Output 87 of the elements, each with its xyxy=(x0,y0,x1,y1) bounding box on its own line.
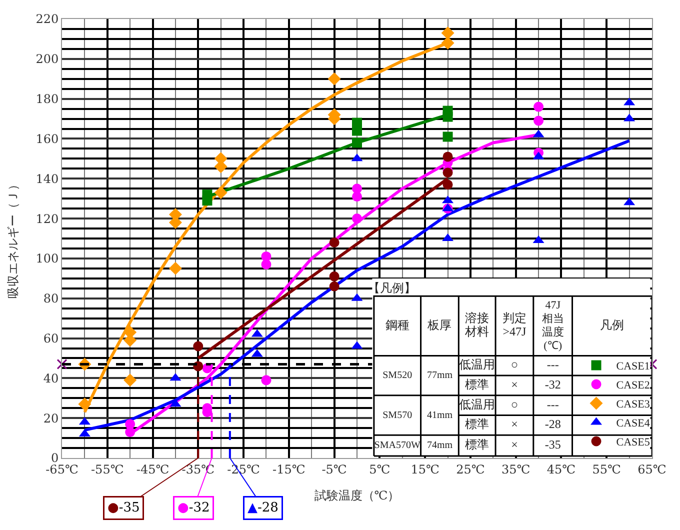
annotation: 溶接 xyxy=(465,311,490,326)
point xyxy=(352,138,362,148)
y-tick-label: 180 xyxy=(36,92,59,106)
x-tick-label: 15℃ xyxy=(410,462,440,476)
x-tick-label: 35℃ xyxy=(502,462,530,476)
annotation: 41mm xyxy=(426,410,453,421)
y-tick-label: 20 xyxy=(43,411,59,426)
point xyxy=(329,281,340,292)
point xyxy=(168,262,182,275)
annotation: × xyxy=(511,417,518,432)
x-tick-label: 45℃ xyxy=(546,462,576,476)
point xyxy=(56,358,68,370)
y-tick-label: 160 xyxy=(36,132,59,146)
x-tick-label: -45℃ xyxy=(136,462,170,476)
point xyxy=(442,152,453,162)
y-tick-label: 40 xyxy=(43,371,59,386)
annotation: 板厚 xyxy=(426,318,452,332)
point xyxy=(441,36,454,50)
point xyxy=(352,192,362,202)
annotation: 【凡例】 xyxy=(368,280,416,295)
y-tick-label: 200 xyxy=(36,52,59,66)
x-tick-label: 5℃ xyxy=(369,462,390,476)
point xyxy=(442,180,453,190)
point xyxy=(125,427,136,438)
y-tick-label: 60 xyxy=(43,331,59,346)
annotation: -35 xyxy=(544,438,561,452)
annotation: 相当 xyxy=(542,312,564,325)
annotation: 標準 xyxy=(465,438,490,452)
point xyxy=(534,102,544,112)
point xyxy=(214,186,228,200)
annotation: 標準 xyxy=(465,378,490,392)
point xyxy=(202,196,212,206)
ref-line-label: ●-32 xyxy=(178,500,210,516)
y-tick-label: 140 xyxy=(36,172,59,186)
point xyxy=(534,116,544,126)
legend-label: CASE4 xyxy=(616,418,650,430)
x-tick-label: 25℃ xyxy=(456,462,485,476)
y-tick-label: 120 xyxy=(36,212,59,226)
annotation: 判定 xyxy=(502,311,526,326)
annotation: 74mm xyxy=(426,440,453,452)
point xyxy=(261,259,272,270)
annotation: × xyxy=(511,438,518,452)
x-tick-label: -55℃ xyxy=(91,462,124,476)
annotation: --- xyxy=(546,397,559,412)
y-tick-label: 80 xyxy=(43,292,59,306)
annotation: -32 xyxy=(544,378,561,392)
annotation: SM520 xyxy=(382,370,412,382)
annotation: SM570 xyxy=(382,410,412,421)
legend-label: CASE5 xyxy=(616,436,650,449)
legend-label: CASE2 xyxy=(616,380,650,392)
point xyxy=(261,375,272,386)
point xyxy=(441,26,454,40)
annotation: (℃) xyxy=(544,340,562,352)
annotation: 標準 xyxy=(465,417,490,432)
x-tick-label: -15℃ xyxy=(272,462,306,476)
annotation: 温度 xyxy=(542,325,564,338)
point xyxy=(352,214,362,224)
annotation: --- xyxy=(546,358,559,372)
annotation: 鋼種 xyxy=(385,318,410,332)
annotation: 材料 xyxy=(464,324,490,339)
point xyxy=(442,112,453,122)
y-tick-label: 220 xyxy=(36,12,59,26)
y-tick-label: 100 xyxy=(36,252,59,266)
annotation: ○ xyxy=(510,397,518,412)
ref-line-label: ▲-28 xyxy=(248,500,278,516)
point xyxy=(124,374,137,387)
x-tick-label: 65℃ xyxy=(638,462,666,476)
point xyxy=(328,72,341,86)
ref-line-label: ●-35 xyxy=(108,500,140,516)
annotation: >47J xyxy=(502,324,527,339)
annotation: -28 xyxy=(544,417,561,432)
annotation: 77mm xyxy=(426,370,453,382)
point xyxy=(193,341,204,352)
x-tick-label: 55℃ xyxy=(592,462,621,476)
annotation: ○ xyxy=(510,358,518,372)
annotation: 47J xyxy=(545,300,562,312)
annotation: × xyxy=(511,378,518,392)
point xyxy=(329,237,340,248)
point xyxy=(329,271,340,282)
legend-label: CASE1 xyxy=(616,360,650,373)
x-axis-title: 試験温度（℃） xyxy=(314,488,400,502)
y-axis-title: 吸収エネルギー（Ｊ） xyxy=(6,178,20,298)
point xyxy=(78,398,92,411)
x-tick-label: -5℃ xyxy=(322,462,347,476)
legend-label: CASE3 xyxy=(616,398,650,411)
annotation: 凡例 xyxy=(600,318,624,332)
point xyxy=(442,132,453,142)
